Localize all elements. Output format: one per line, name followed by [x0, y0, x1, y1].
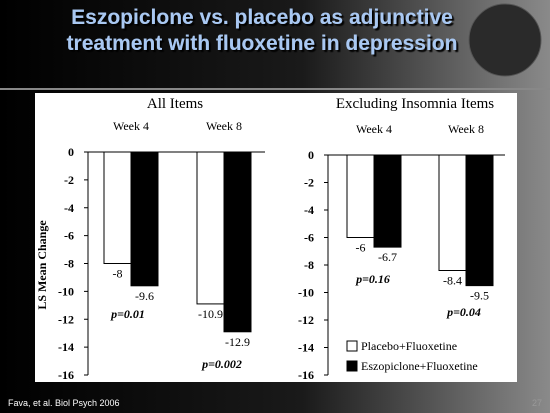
y-tick-label: -2 — [304, 176, 314, 190]
x-tick-label: Week 8 — [206, 119, 242, 133]
annotation: p=0.01 — [110, 307, 145, 321]
annotation: p=0.16 — [355, 272, 390, 286]
y-tick-label: -8 — [304, 258, 314, 272]
value-label: -9.6 — [135, 289, 154, 303]
y-tick-label: -4 — [304, 203, 314, 217]
legend-swatch — [346, 340, 358, 352]
bar — [465, 154, 494, 287]
y-tick-label: -12 — [58, 312, 74, 326]
bar — [196, 151, 225, 305]
value-label: -12.9 — [225, 335, 250, 349]
bar — [223, 151, 252, 333]
value-label: -10.9 — [198, 307, 223, 321]
y-tick-label: -8 — [64, 257, 74, 271]
slide-title: treatment with fluoxetine in depression — [67, 32, 458, 55]
y-tick-label: -14 — [58, 340, 74, 354]
bar — [130, 151, 159, 287]
x-tick-label: Week 4 — [356, 122, 392, 136]
value-label: -8.4 — [443, 274, 462, 288]
y-tick-label: -4 — [64, 201, 74, 215]
page-number: 27 — [532, 398, 542, 408]
x-tick-label: Week 4 — [113, 119, 149, 133]
chart-title: All Items — [147, 96, 203, 112]
y-tick-label: -10 — [58, 284, 74, 298]
y-tick-label: -6 — [64, 229, 74, 243]
y-tick-label: -16 — [298, 368, 314, 382]
legend-swatch — [346, 360, 358, 372]
x-tick-label: Week 8 — [448, 122, 484, 136]
legend-label: Eszopiclone+Fluoxetine — [361, 359, 478, 373]
y-tick-label: -2 — [64, 173, 74, 187]
photo — [468, 3, 542, 77]
bar — [103, 151, 132, 264]
y-tick-label: -14 — [298, 341, 314, 355]
y-tick-label: -6 — [304, 231, 314, 245]
slide-title: Eszopiclone vs. placebo as adjunctive — [71, 6, 453, 29]
value-label: -6 — [356, 241, 366, 255]
annotation: p=0.002 — [201, 357, 242, 371]
value-label: -9.5 — [470, 289, 489, 303]
y-axis-label: LS Mean Change — [35, 220, 49, 310]
bar — [373, 154, 402, 248]
bar — [438, 154, 467, 271]
value-label: -8 — [113, 267, 123, 281]
y-tick-label: 0 — [68, 145, 74, 159]
y-tick-label: 0 — [308, 148, 314, 162]
bar — [346, 154, 375, 238]
citation: Fava, et al. Biol Psych 2006 — [8, 398, 120, 408]
value-label: -6.7 — [378, 250, 397, 264]
legend-label: Placebo+Fluoxetine — [361, 339, 457, 353]
y-tick-label: -12 — [298, 313, 314, 327]
chart-title: Excluding Insomnia Items — [336, 96, 494, 112]
y-tick-label: -16 — [58, 368, 74, 382]
annotation: p=0.04 — [446, 305, 481, 319]
y-tick-label: -10 — [298, 286, 314, 300]
